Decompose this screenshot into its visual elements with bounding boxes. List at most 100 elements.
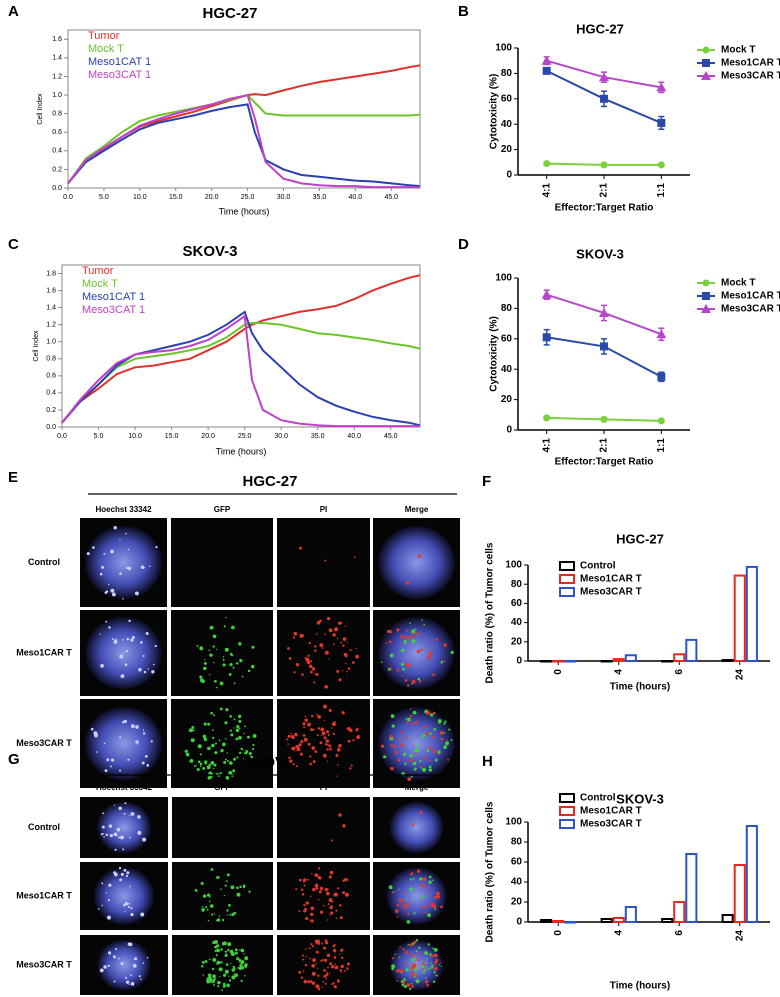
cell-dot [434,758,438,762]
legend-swatch [559,561,575,571]
cell-dot [208,649,211,652]
x-tick-label: 35.0 [311,433,325,440]
cell-dot [119,539,121,541]
x-tick-label: 4 [613,669,624,675]
cell-dot [129,836,131,839]
cell-dot [426,710,431,715]
cell-dot [113,832,118,837]
cell-dot [415,974,418,977]
cell-dot [247,669,251,673]
cell-dot [320,727,325,732]
cell-dot [299,752,303,756]
cell-dot [303,909,307,913]
cell-dot [206,977,211,982]
cell-dot [325,891,330,896]
cell-dot [216,960,221,965]
cell-dot [411,971,414,974]
cell-dot [430,713,434,717]
data-point [541,289,552,299]
x-tick-label: 15.0 [165,433,179,440]
data-point [657,161,665,169]
cell-dot [251,748,255,751]
cell-dot [393,744,397,749]
cell-dot [130,974,132,977]
cell-dot [140,912,145,917]
cell-dot [396,669,400,672]
cell-dot [309,728,313,732]
column-header: Merge [405,783,429,792]
cell-dot [315,887,319,890]
data-point [600,342,608,351]
cell-dot [344,625,347,627]
cell-dot [356,727,359,730]
cell-dot [196,644,199,647]
plot-frame [67,29,421,189]
cell-dot [324,940,329,945]
legend-label: Mock T [82,278,118,290]
cell-dot [390,714,395,719]
cell-dot [191,726,195,729]
cell-dot [309,979,312,982]
cell-dot [403,984,407,988]
cell-dot [125,874,129,877]
cell-dot [111,592,116,597]
micrograph [277,797,370,858]
cell-dot [346,727,351,731]
cell-dot [443,660,446,663]
cell-dot [399,730,403,734]
cell-dot [303,878,307,882]
cell-dot [350,764,353,767]
cell-dot [304,656,307,660]
cell-dot [204,658,206,661]
cell-dot [316,713,318,716]
cell-dot [433,947,438,952]
cell-dot [240,948,245,953]
cell-dot [103,742,106,745]
bar [733,574,746,662]
micrograph [277,862,370,930]
cell-dot [412,745,414,747]
y-tick-label: 0 [516,917,522,928]
cell-dot [411,679,416,684]
cell-dot [97,908,100,910]
cell-dot [412,761,417,766]
cell-dot [213,767,215,770]
legend-swatch [559,793,575,803]
cell-dot [342,670,344,672]
cell-dot [244,975,246,977]
series-line [67,93,421,184]
cell-dot [119,654,124,659]
y-tick-label: 0.6 [46,373,56,380]
cell-dot [196,767,200,772]
cell-dot [438,753,441,755]
cell-dot [292,636,295,639]
cell-dot [252,734,257,738]
cell-dot [326,743,329,746]
panel-letter: A [8,3,19,20]
cell-dot [328,875,332,879]
cell-dot [318,988,320,990]
cell-dot [316,734,319,737]
y-tick-label: 1.4 [46,304,56,311]
cell-dot [236,724,240,729]
nuclei-stain [94,867,154,925]
cell-dot [140,641,143,644]
cell-dot [388,630,393,634]
cell-dot [394,750,398,754]
cell-dot [323,968,326,972]
cell-dot [420,766,423,769]
cell-dot [202,974,205,976]
cell-dot [326,616,331,621]
cell-dot [114,848,117,851]
cell-dot [355,654,360,659]
cell-dot [388,640,392,644]
cell-dot [125,566,129,570]
series-line [61,310,421,427]
cell-dot [113,804,116,806]
cell-dot [226,909,229,912]
cell-dot [342,891,345,895]
cell-dot [294,732,298,737]
cell-dot [218,967,223,972]
cell-dot [142,655,145,657]
cell-dot [305,657,310,662]
